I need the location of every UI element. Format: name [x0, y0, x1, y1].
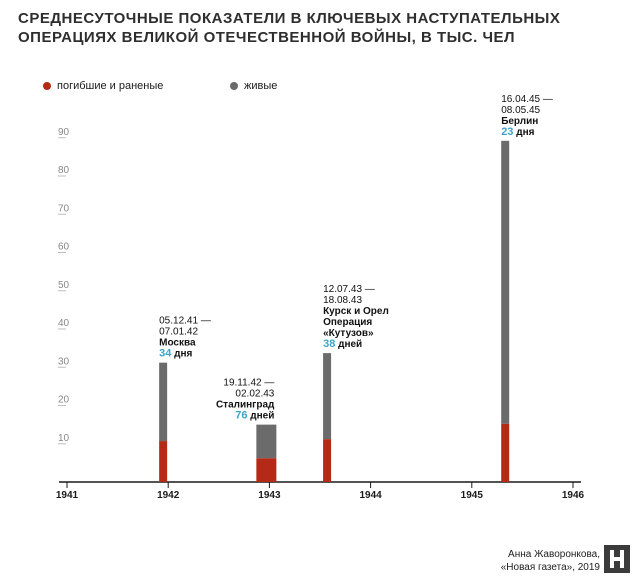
annotation-days-unit: дня — [513, 127, 534, 138]
annotation-days-unit: дней — [335, 339, 362, 350]
annotation-line: Сталинград — [216, 400, 275, 411]
bar-casualties — [159, 441, 168, 482]
y-tick-label: 50 — [58, 280, 70, 291]
annotation-days-number: 23 — [501, 126, 513, 138]
credit-author: Анна Жаворонкова, — [508, 549, 600, 560]
annotation-days: 23 дня — [501, 126, 534, 138]
x-tick-label: 1946 — [562, 490, 585, 501]
annotation-line: 08.05.45 — [501, 105, 540, 116]
annotation-line: Берлин — [501, 116, 538, 127]
annotation-line: 12.07.43 — — [323, 284, 375, 295]
legend-item-alive: живые — [230, 80, 277, 92]
y-tick-label: 20 — [58, 395, 70, 406]
annotation-line: 02.02.43 — [235, 389, 274, 400]
x-tick-label: 1942 — [157, 490, 180, 501]
annotation-line: 18.08.43 — [323, 295, 362, 306]
annotation-line: Москва — [159, 338, 196, 349]
x-tick-label: 1944 — [359, 490, 382, 501]
annotation-days-unit: дней — [247, 411, 274, 422]
legend-item-casualties: погибшие и раненые — [43, 80, 163, 92]
annotation-line: 05.12.41 — — [159, 316, 211, 327]
legend-label-casualties: погибшие и раненые — [57, 80, 164, 92]
x-tick-label: 1941 — [56, 490, 79, 501]
bar-casualties — [501, 423, 510, 482]
y-tick-label: 60 — [58, 242, 70, 253]
logo — [604, 545, 630, 573]
y-tick-label: 90 — [58, 127, 70, 138]
annotation-days: 34 дня — [159, 348, 192, 360]
legend-label-alive: живые — [244, 80, 278, 92]
chart-title-line-1: СРЕДНЕСУТОЧНЫЕ ПОКАЗАТЕЛИ В КЛЮЧЕВЫХ НАС… — [18, 10, 561, 27]
legend-swatch-alive — [230, 82, 238, 90]
credit-source: «Новая газета», 2019 — [500, 562, 600, 573]
annotation-days-unit: дня — [171, 349, 192, 360]
y-tick-label: 80 — [58, 165, 70, 176]
novaya-gazeta-logo-icon — [610, 550, 624, 568]
annotation-line: 07.01.42 — [159, 327, 198, 338]
annotation-days-number: 38 — [323, 338, 335, 350]
x-tick-label: 1943 — [258, 490, 281, 501]
legend-swatch-casualties — [43, 82, 51, 90]
y-tick-label: 40 — [58, 318, 70, 329]
annotation-line: «Кутузов» — [323, 328, 374, 339]
annotation-days: 38 дней — [323, 338, 362, 350]
y-tick-label: 30 — [58, 356, 70, 367]
annotation-days: 76 дней — [235, 410, 274, 422]
bar-alive — [256, 424, 277, 459]
bar-alive — [501, 140, 510, 424]
annotation-line: Курск и Орел — [323, 306, 389, 317]
annotation-days-number: 76 — [235, 410, 247, 422]
annotation-days-number: 34 — [159, 348, 172, 360]
y-tick-label: 10 — [58, 433, 70, 444]
chart-title-line-2: ОПЕРАЦИЯХ ВЕЛИКОЙ ОТЕЧЕСТВЕННОЙ ВОЙНЫ, В… — [18, 29, 516, 46]
annotation-line: 19.11.42 — — [223, 378, 274, 389]
bar-alive — [323, 353, 332, 440]
credit: Анна Жаворонкова, «Новая газета», 2019 — [501, 548, 600, 574]
annotation-line: 16.04.45 — — [501, 94, 553, 105]
y-tick-label: 70 — [58, 203, 70, 214]
chart-title: СРЕДНЕСУТОЧНЫЕ ПОКАЗАТЕЛИ В КЛЮЧЕВЫХ НАС… — [18, 9, 578, 47]
bar-alive — [159, 362, 168, 442]
annotation-line: Операция — [323, 317, 372, 328]
bar-casualties — [323, 439, 332, 482]
bar-casualties — [256, 458, 277, 482]
x-tick-label: 1945 — [461, 490, 484, 501]
